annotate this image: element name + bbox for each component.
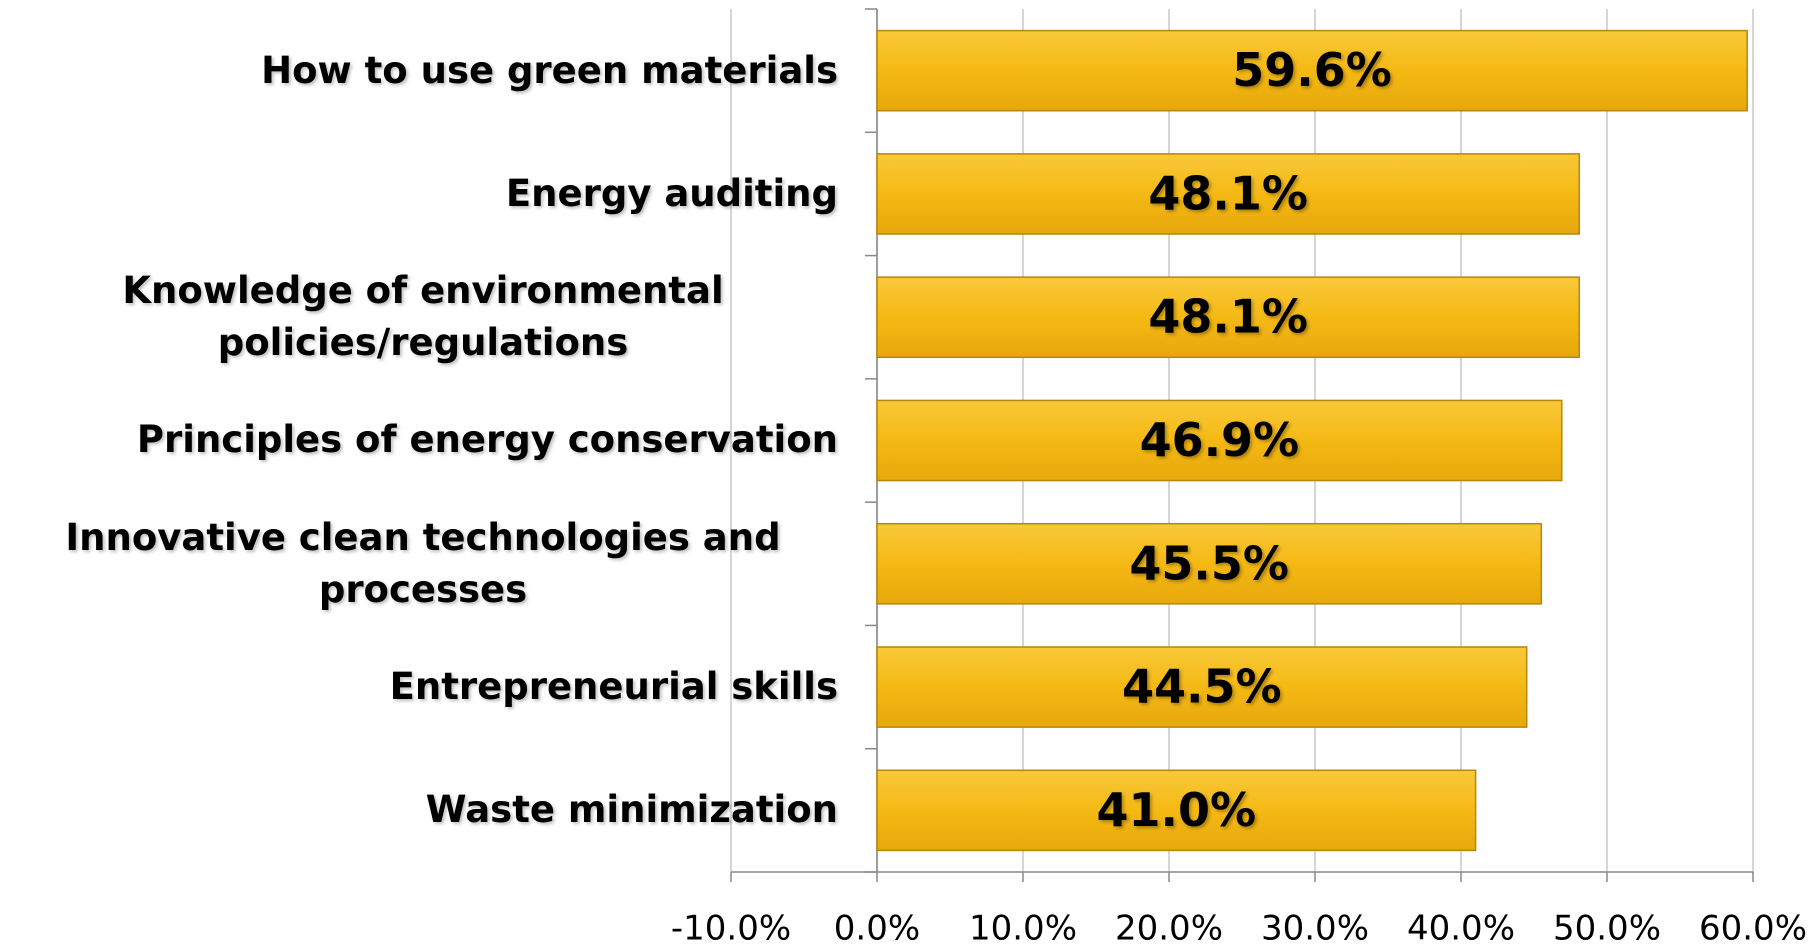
data-label: 48.1% xyxy=(1148,290,1308,344)
x-tick-label: -10.0% xyxy=(671,909,791,949)
bar xyxy=(876,399,1563,482)
x-tick-label: 0.0% xyxy=(834,909,920,949)
category-label-box: Waste minimization xyxy=(0,749,838,872)
y-tick-label: Innovative clean technologies and proces… xyxy=(65,515,781,611)
category-label-box: Knowledge of environmental policies/regu… xyxy=(0,256,838,379)
bar xyxy=(876,29,1748,112)
bar xyxy=(876,646,1528,728)
data-label: 59.6% xyxy=(1232,43,1392,97)
y-tick-label: How to use green materials xyxy=(261,48,838,92)
data-label: 45.5% xyxy=(1129,536,1289,590)
y-tick-label: Energy auditing xyxy=(505,171,838,215)
y-tick-label: Entrepreneurial skills xyxy=(389,665,838,709)
data-label: 41.0% xyxy=(1097,783,1257,837)
category-label-box: Energy auditing xyxy=(0,132,838,255)
category-label-box: Entrepreneurial skills xyxy=(0,625,838,748)
y-tick-label: Knowledge of environmental policies/regu… xyxy=(122,269,724,365)
y-tick-label: Principles of energy conservation xyxy=(136,418,838,462)
category-label-box: How to use green materials xyxy=(0,9,838,132)
x-tick-label: 50.0% xyxy=(1553,909,1661,949)
bar xyxy=(876,522,1543,605)
bar xyxy=(876,153,1581,235)
y-tick-label: Waste minimization xyxy=(425,788,838,832)
category-label-box: Innovative clean technologies and proces… xyxy=(0,502,838,625)
bar xyxy=(876,276,1581,359)
data-label: 44.5% xyxy=(1122,660,1282,714)
data-label: 48.1% xyxy=(1148,166,1308,220)
bar xyxy=(876,769,1477,852)
x-tick-label: 20.0% xyxy=(1115,909,1223,949)
x-tick-label: 10.0% xyxy=(969,909,1077,949)
x-tick-label: 40.0% xyxy=(1407,909,1515,949)
data-label: 46.9% xyxy=(1140,413,1300,467)
x-tick-label: 30.0% xyxy=(1261,909,1369,949)
category-label-box: Principles of energy conservation xyxy=(0,379,838,502)
x-tick-label: 60.0% xyxy=(1699,909,1807,949)
